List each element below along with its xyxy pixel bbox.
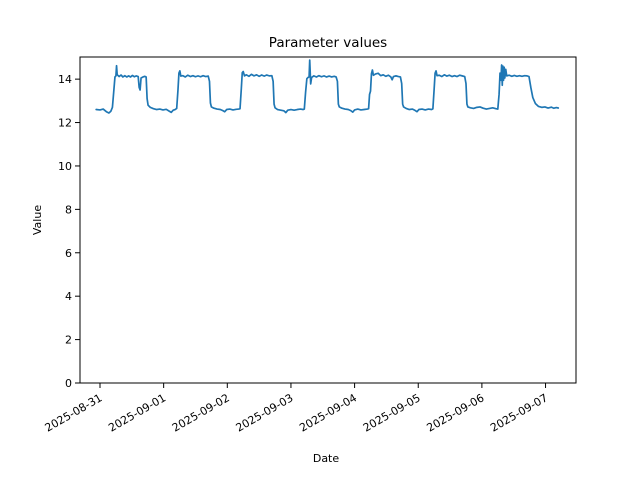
series-group [95,59,560,114]
x-tick-label: 2025-09-02 [170,391,232,434]
y-tick-label: 6 [65,247,72,260]
x-tick-label: 2025-09-03 [234,391,296,434]
y-axis-label: Value [31,205,44,235]
x-tick-label: 2025-09-04 [297,391,359,434]
x-axis-ticks: 2025-08-31 2025-09-01 2025-09-02 2025-09-03… [43,383,550,435]
y-tick-label: 4 [65,290,72,303]
y-tick-label: 0 [65,377,72,390]
chart-title: Parameter values [269,35,387,51]
x-tick-label: 2025-09-01 [106,391,168,434]
y-axis-ticks: 0 2 4 6 8 10 12 14 [58,73,80,390]
x-tick-label: 2025-08-31 [43,391,105,434]
y-tick-label: 10 [58,160,72,173]
y-tick-label: 8 [65,203,72,216]
x-tick-label: 2025-09-05 [361,391,423,434]
y-tick-label: 12 [58,117,72,130]
parameter-series-line [95,59,560,114]
plot-frame [79,56,577,384]
y-tick-label: 2 [65,334,72,347]
x-axis-label: Date [313,452,340,465]
y-tick-label: 14 [58,73,72,86]
x-tick-label: 2025-09-07 [488,391,550,434]
x-tick-label: 2025-09-06 [425,391,487,434]
